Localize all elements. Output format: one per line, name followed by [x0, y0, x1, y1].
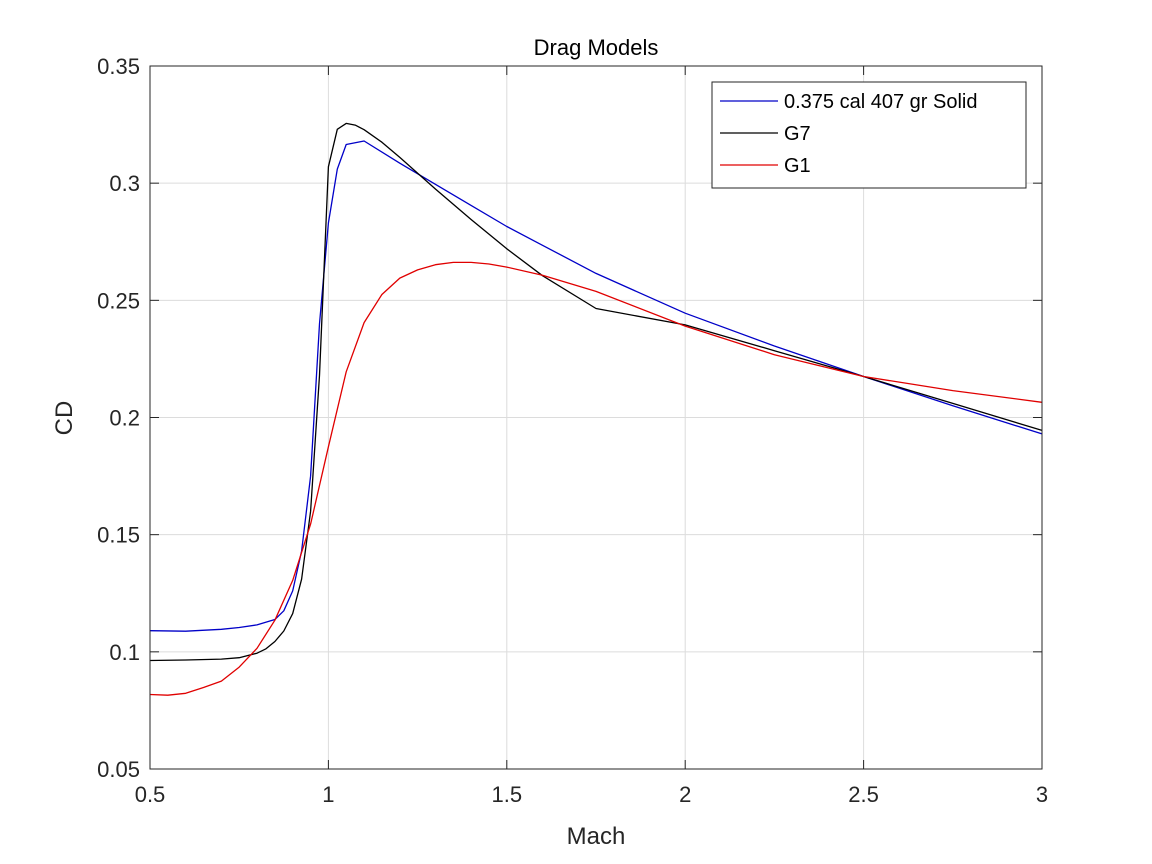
series-line-3 — [149, 261, 1043, 696]
axis-ticks: 0.5 1 1.5 2 2.5 3 0.05 0.1 0.15 0.2 0.25 0.3 0.35 — [97, 54, 1048, 807]
legend: 0.375 cal 407 gr Solid G7 G1 — [711, 81, 1027, 189]
y-tick-label: 0.15 — [97, 523, 140, 548]
x-tick-label: 0.5 — [135, 782, 166, 807]
x-tick-label: 2 — [679, 782, 691, 807]
x-axis-label: Mach — [567, 823, 626, 850]
series-line-2 — [149, 122, 1043, 662]
x-tick-label: 1.5 — [492, 782, 523, 807]
series-lines — [149, 122, 1043, 696]
y-axis-label: CD — [51, 401, 78, 436]
y-tick-label: 0.1 — [109, 640, 140, 665]
y-tick-label: 0.25 — [97, 288, 140, 313]
x-tick-label: 1 — [322, 782, 334, 807]
legend-entry-2: G7 — [784, 123, 811, 145]
legend-box — [711, 81, 1027, 189]
x-tick-label: 2.5 — [848, 782, 879, 807]
legend-entry-3: G1 — [784, 155, 811, 177]
x-tick-label: 3 — [1036, 782, 1048, 807]
y-tick-label: 0.2 — [109, 406, 140, 431]
y-tick-label: 0.05 — [97, 757, 140, 782]
chart-title: Drag Models — [534, 35, 659, 60]
y-tick-label: 0.35 — [97, 54, 140, 79]
series-line-1 — [149, 140, 1043, 632]
y-tick-label: 0.3 — [109, 171, 140, 196]
legend-entry-1: 0.375 cal 407 gr Solid — [784, 91, 977, 113]
